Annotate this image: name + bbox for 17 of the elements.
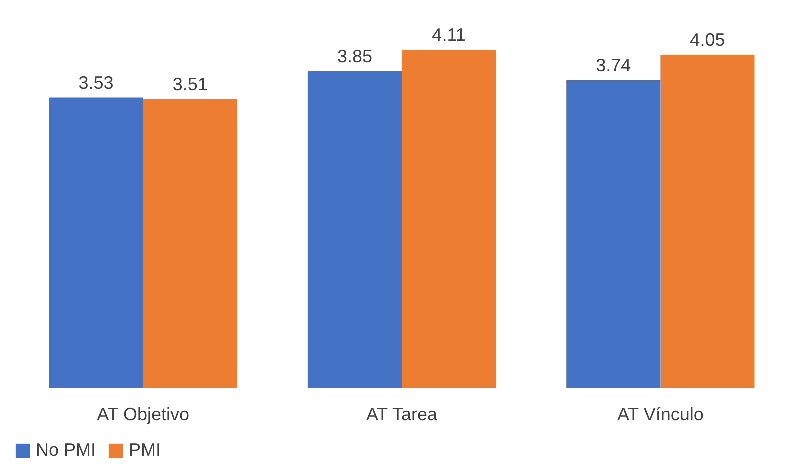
bar: [49, 98, 144, 388]
legend-label: PMI: [129, 440, 162, 460]
bar: [566, 80, 661, 388]
data-label: 3.85: [337, 46, 372, 66]
bar: [143, 99, 238, 388]
data-label: 4.05: [690, 30, 726, 50]
legend-label: No PMI: [36, 440, 96, 460]
x-tick-label: AT Vínculo: [617, 404, 704, 424]
data-label: 3.74: [596, 55, 632, 76]
data-label: 4.11: [432, 25, 466, 46]
bar: [660, 55, 755, 388]
x-tick-label: AT Objetivo: [97, 404, 190, 424]
bar: [308, 71, 402, 388]
data-label: 3.51: [172, 74, 208, 94]
data-label: 3.53: [78, 72, 114, 93]
bar: [402, 50, 496, 388]
x-tick-label: AT Tarea: [366, 404, 439, 424]
